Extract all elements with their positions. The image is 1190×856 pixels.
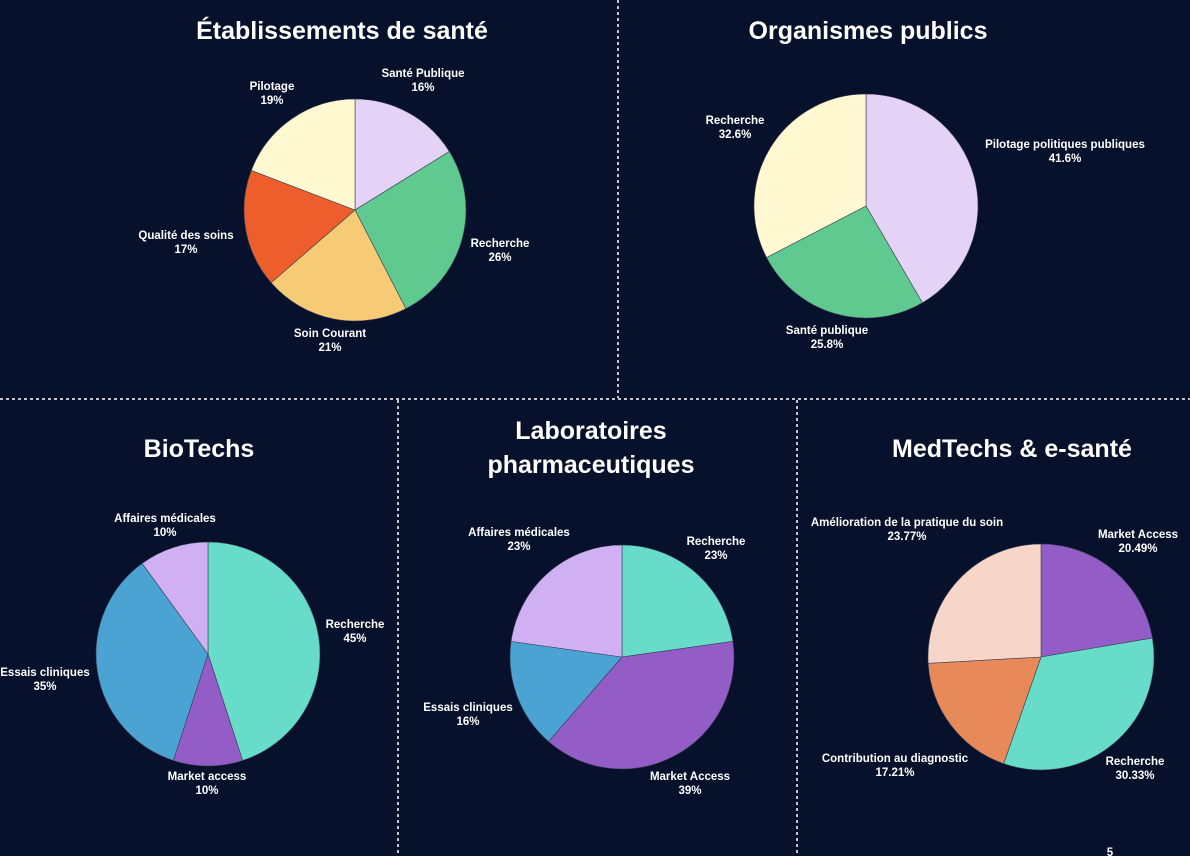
pie-slice-2-essais-cliniques: [95, 562, 209, 761]
pie-slice-1-recherche: [753, 93, 867, 258]
pie-slice-3-recherche: [621, 544, 734, 658]
slice-label-2-market-access: Market access 10%: [168, 771, 247, 797]
chart-title-biotechs: BioTechs: [144, 435, 255, 463]
slice-label-0-qualite-des-soins: Qualité des soins 17%: [138, 230, 233, 256]
slice-label-4-recherche: Recherche 30.33%: [1106, 756, 1165, 782]
pie-slice-3-market-access: [548, 641, 735, 770]
chart-title-organismes: Organismes publics: [749, 17, 988, 45]
slice-label-4-contribution-au-diagnostic: Contribution au diagnostic 17.21%: [822, 753, 969, 779]
slice-label-3-market-access: Market Access 39%: [650, 771, 730, 797]
pie-slice-0-soin-courant: [270, 209, 407, 322]
slice-label-1-sante-publique: Santé publique 25.8%: [786, 325, 868, 351]
pie-slice-4-amelioration-de-la-pratique-du-soin: [927, 543, 1042, 664]
slice-label-3-affaires-medicales: Affaires médicales 23%: [468, 527, 570, 553]
slice-label-2-affaires-medicales: Affaires médicales 10%: [114, 513, 216, 539]
slice-label-1-pilotage-politiques-publiques: Pilotage politiques publiques 41.6%: [985, 139, 1145, 165]
pie-slice-2-affaires-medicales: [141, 541, 209, 655]
pie-slice-2-recherche: [207, 541, 321, 761]
chart-title-medtechs: MedTechs & e-santé: [892, 435, 1132, 463]
slice-label-0-soin-courant: Soin Courant 21%: [294, 328, 366, 354]
chart-title-laboratoires: Laboratoires pharmaceutiques: [487, 417, 694, 479]
slice-label-3-recherche: Recherche 23%: [687, 536, 746, 562]
pie-slice-1-sante-publique: [766, 205, 923, 319]
slice-label-0-recherche: Recherche 26%: [471, 238, 530, 264]
pie-slice-4-recherche: [1003, 637, 1155, 771]
pie-slice-4-market-access: [1040, 543, 1153, 658]
slice-label-0-pilotage: Pilotage 19%: [250, 81, 295, 107]
slice-label-3-essais-cliniques: Essais cliniques 16%: [423, 702, 513, 728]
pie-slice-3-essais-cliniques: [509, 641, 623, 742]
pie-charts-group: Santé Publique 16% Recherche 26% Soin Couran…: [0, 68, 1178, 797]
slice-label-2-essais-cliniques: Essais cliniques 35%: [0, 667, 90, 693]
pie-slice-0-recherche: [354, 151, 467, 310]
slice-label-4-amelioration-de-la-pratique-du-soin: Amélioration de la pratique du soin 23.77…: [811, 517, 1003, 543]
slice-label-4-market-access: Market Access 20.49%: [1098, 529, 1178, 555]
pie-slice-1-pilotage-politiques-publiques: [865, 93, 979, 304]
slice-label-0-sante-publique: Santé Publique 16%: [381, 68, 464, 94]
pie-slice-4-contribution-au-diagnostic: [927, 656, 1042, 765]
pie-slice-0-qualite-des-soins: [243, 170, 356, 284]
slice-label-1-recherche: Recherche 32.6%: [706, 115, 765, 141]
page-number: 5: [1107, 847, 1114, 856]
pie-slice-0-pilotage: [250, 98, 356, 211]
pie-slice-0-sante-publique: [354, 98, 450, 211]
slice-label-2-recherche: Recherche 45%: [326, 619, 385, 645]
pie-slice-3-affaires-medicales: [510, 544, 623, 658]
chart-title-etablissements: Établissements de santé: [196, 16, 488, 45]
